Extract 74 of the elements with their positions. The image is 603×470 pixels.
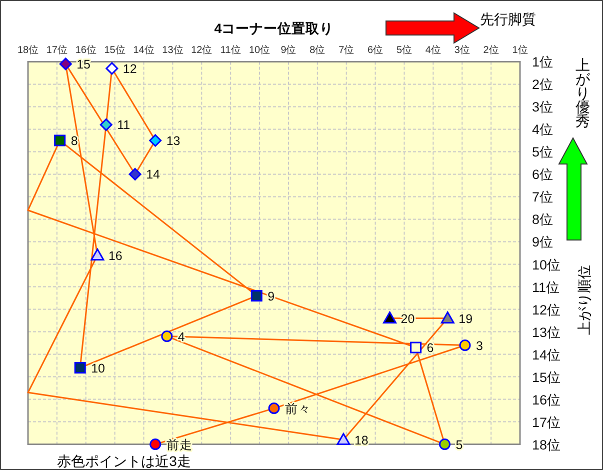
- text: 赤色ポイントは近3走: [57, 453, 191, 469]
- x-tick-label: 5位: [396, 44, 412, 56]
- x-tick-label: 12位: [191, 44, 212, 56]
- x-tick-label: 6位: [368, 44, 384, 56]
- y-tick-label: 3位: [532, 100, 554, 115]
- x-tick-label: 4位: [425, 44, 441, 56]
- y-tick-label: 10位: [532, 257, 562, 272]
- y-tick-label: 9位: [532, 234, 554, 250]
- point: [74, 362, 86, 374]
- y-tick-label: 17位: [532, 414, 562, 430]
- series-label: 5: [456, 438, 463, 452]
- y-tick-label: 11位: [532, 280, 560, 295]
- series-label: 前走: [166, 438, 192, 452]
- point: [100, 118, 112, 131]
- y-tick-label: 8位: [532, 212, 554, 228]
- x-tick-label: 14位: [133, 44, 154, 56]
- series-label: 12: [122, 62, 137, 76]
- series-label: 14: [146, 168, 160, 182]
- x-tick-label: 10位: [248, 44, 270, 56]
- point: [336, 433, 350, 446]
- point: [54, 134, 66, 146]
- point: [59, 58, 72, 70]
- x-axis-title: 4コーナー位置取り: [214, 21, 334, 36]
- series-label: 16: [108, 248, 122, 263]
- x-tick-label: 16位: [75, 44, 96, 56]
- point: [410, 342, 422, 354]
- x-tick-label: 13位: [162, 44, 184, 56]
- x-tick-label: 8位: [310, 44, 326, 56]
- series-label: 10: [91, 361, 106, 376]
- point: [150, 438, 162, 450]
- x-tick-label: 11位: [220, 44, 241, 56]
- series-label: 18: [354, 433, 368, 448]
- y-tick-label: 1位: [532, 54, 554, 70]
- x-tick-label: 17位: [46, 44, 68, 56]
- point: [383, 312, 397, 324]
- x-tick-label: 9位: [280, 44, 296, 56]
- y-tick-label: 4位: [532, 122, 554, 138]
- point: [459, 340, 471, 352]
- y-tick-label: 5位: [532, 144, 554, 160]
- point: [90, 248, 104, 260]
- x-tick-label: 1位: [512, 44, 528, 56]
- point: [128, 168, 142, 180]
- series-label: 15: [76, 57, 91, 72]
- y-axis-title: 上がり順位: [576, 265, 592, 335]
- text: 先行脚質: [480, 11, 536, 27]
- series-label: 19: [458, 312, 473, 326]
- y-tick-label: 7位: [532, 190, 554, 205]
- y-tick-label: 6位: [532, 167, 554, 182]
- point: [439, 438, 451, 450]
- x-tick-label: 18位: [17, 44, 39, 56]
- point: [161, 330, 173, 342]
- text: 上がり優秀: [576, 57, 592, 130]
- point: [440, 312, 454, 324]
- y-tick-label: 2位: [532, 77, 554, 92]
- series-label: 6: [426, 341, 434, 356]
- series-label: 11: [117, 118, 130, 132]
- point: [106, 62, 118, 75]
- series-label: 前々: [285, 402, 311, 416]
- x-tick-label: 7位: [338, 44, 354, 56]
- x-tick-label: 2位: [483, 44, 499, 56]
- y-tick-label: 13位: [532, 324, 562, 340]
- series-label: 3: [476, 338, 484, 353]
- point: [268, 402, 280, 414]
- y-tick-label: 14位: [532, 347, 562, 362]
- series-label: 8: [70, 134, 78, 148]
- series-label: 13: [166, 134, 180, 148]
- y-tick-label: 16位: [532, 392, 562, 408]
- y-tick-label: 12位: [532, 302, 562, 318]
- point: [250, 290, 262, 302]
- x-tick-label: 3位: [454, 44, 470, 56]
- x-tick-label: 15位: [104, 44, 126, 56]
- y-tick-label: 18位: [532, 437, 562, 452]
- point: [149, 134, 162, 147]
- y-tick-label: 15位: [532, 370, 562, 385]
